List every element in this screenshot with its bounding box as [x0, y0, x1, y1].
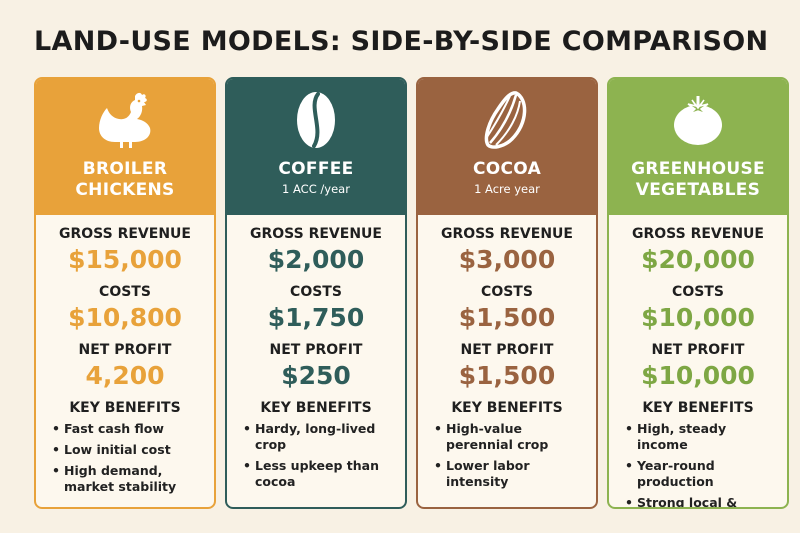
tomato-icon [670, 89, 726, 151]
card-broiler-chickens: BROILER CHICKENS GROSS REVENUE $15,000 C… [34, 77, 216, 509]
net-profit-value: $1,500 [458, 361, 556, 390]
card-body: GROSS REVENUE $15,000 COSTS $10,800 NET … [36, 215, 214, 495]
net-profit-label: NET PROFIT [269, 342, 363, 358]
costs-label: COSTS [290, 284, 342, 300]
costs-value: $1,500 [458, 303, 556, 332]
card-title: BROILER CHICKENS [75, 159, 175, 200]
benefit-item: Low initial cost [52, 442, 204, 458]
card-greenhouse-vegetables: GREENHOUSE VEGETABLES GROSS REVENUE $20,… [607, 77, 789, 509]
cards-row: BROILER CHICKENS GROSS REVENUE $15,000 C… [34, 77, 789, 509]
card-body: GROSS REVENUE $20,000 COSTS $10,000 NET … [609, 215, 787, 507]
cocoa-pod-icon [482, 89, 532, 151]
gross-revenue-value: $2,000 [267, 245, 365, 274]
benefit-item: High, steady income [625, 421, 777, 453]
net-profit-value: $250 [281, 361, 351, 390]
net-profit-label: NET PROFIT [460, 342, 554, 358]
page-title: LAND-USE MODELS: SIDE-BY-SIDE COMPARISON [34, 26, 769, 57]
gross-revenue-value: $20,000 [641, 245, 755, 274]
benefit-item: Year-round production [625, 458, 777, 490]
card-title: GREENHOUSE VEGETABLES [631, 159, 765, 200]
gross-revenue-value: $15,000 [68, 245, 182, 274]
card-body: GROSS REVENUE $2,000 COSTS $1,750 NET PR… [227, 215, 405, 490]
coffee-bean-icon [294, 89, 338, 151]
key-benefits-label: KEY BENEFITS [642, 400, 754, 416]
benefit-item: Lower labor intensity [434, 458, 586, 490]
costs-value: $1,750 [267, 303, 365, 332]
card-header: COFFEE 1 ACC /year [227, 79, 405, 215]
benefit-item: High-value perennial crop [434, 421, 586, 453]
net-profit-value: 4,200 [85, 361, 165, 390]
card-title: COFFEE [278, 159, 354, 179]
key-benefits-label: KEY BENEFITS [451, 400, 563, 416]
benefit-item: Strong local & export demand [625, 495, 777, 507]
card-subtitle: 1 Acre year [474, 182, 540, 196]
net-profit-label: NET PROFIT [651, 342, 745, 358]
gross-revenue-value: $3,000 [458, 245, 556, 274]
benefits-list: Fast cash flow Low initial cost High dem… [36, 417, 214, 495]
gross-revenue-label: GROSS REVENUE [59, 226, 191, 242]
card-header: BROILER CHICKENS [36, 79, 214, 215]
key-benefits-label: KEY BENEFITS [69, 400, 181, 416]
benefits-list: Hardy, long-lived crop Less upkeep than … [227, 417, 405, 490]
gross-revenue-label: GROSS REVENUE [441, 226, 573, 242]
costs-label: COSTS [672, 284, 724, 300]
benefits-list: High, steady income Year-round productio… [609, 417, 787, 507]
benefit-item: High demand, market stability [52, 463, 204, 495]
card-title: COCOA [472, 159, 542, 179]
net-profit-value: $10,000 [641, 361, 755, 390]
costs-value: $10,800 [68, 303, 182, 332]
chicken-icon [93, 89, 157, 151]
benefit-item: Less upkeep than cocoa [243, 458, 395, 490]
card-coffee: COFFEE 1 ACC /year GROSS REVENUE $2,000 … [225, 77, 407, 509]
costs-label: COSTS [481, 284, 533, 300]
card-subtitle: 1 ACC /year [282, 182, 350, 196]
card-body: GROSS REVENUE $3,000 COSTS $1,500 NET PR… [418, 215, 596, 490]
card-cocoa: COCOA 1 Acre year GROSS REVENUE $3,000 C… [416, 77, 598, 509]
costs-label: COSTS [99, 284, 151, 300]
benefits-list: High-value perennial crop Lower labor in… [418, 417, 596, 490]
gross-revenue-label: GROSS REVENUE [632, 226, 764, 242]
costs-value: $10,000 [641, 303, 755, 332]
benefit-item: Fast cash flow [52, 421, 204, 437]
benefit-item: Hardy, long-lived crop [243, 421, 395, 453]
card-header: GREENHOUSE VEGETABLES [609, 79, 787, 215]
card-header: COCOA 1 Acre year [418, 79, 596, 215]
key-benefits-label: KEY BENEFITS [260, 400, 372, 416]
net-profit-label: NET PROFIT [78, 342, 172, 358]
gross-revenue-label: GROSS REVENUE [250, 226, 382, 242]
